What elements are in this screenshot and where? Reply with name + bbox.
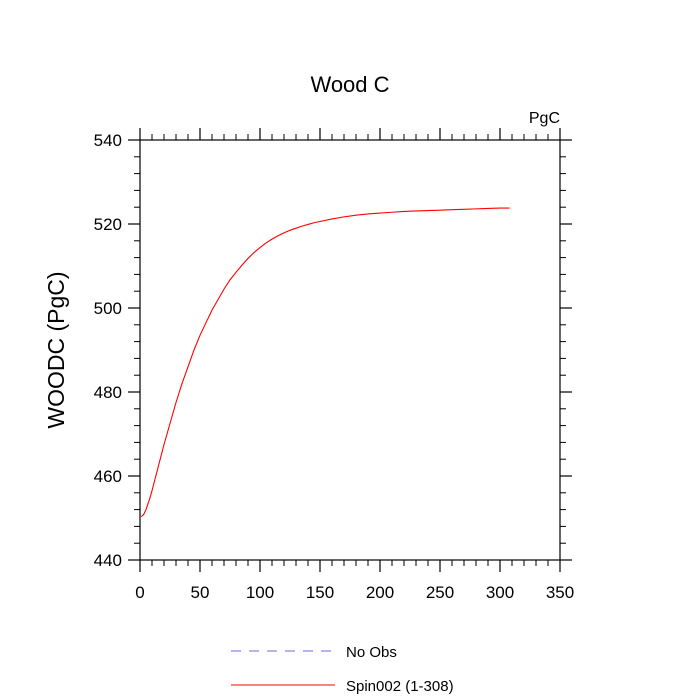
x-tick-label: 300 [486,583,514,602]
legend: No Obs Spin002 (1-308) [231,644,454,695]
x-tick-labels: 0 50 100 150 200 250 300 350 [135,583,574,602]
x-tick-label: 50 [191,583,210,602]
y-tick-label: 520 [94,215,122,234]
plot-frame [139,139,561,561]
y-tick-label: 480 [94,383,122,402]
x-tick-label: 350 [546,583,574,602]
x-tick-label: 0 [135,583,144,602]
x-tick-label: 100 [246,583,274,602]
series-line-1 [140,207,510,518]
y-tick-label: 460 [94,467,122,486]
x-tick-label: 250 [426,583,454,602]
y-tick-label: 540 [94,131,122,150]
y-tick-label: 440 [94,551,122,570]
units-label: PgC [529,110,560,127]
chart-title: Wood C [310,72,389,97]
legend-label: No Obs [346,644,397,661]
x-tick-label: 200 [366,583,394,602]
y-tick-labels: 440 460 480 500 520 540 [94,131,122,570]
tick-marks [128,128,572,572]
x-tick-label: 150 [306,583,334,602]
legend-label: Spin002 (1-308) [346,678,454,695]
series-layer [140,207,510,518]
y-axis-label: WOODC (PgC) [43,271,69,428]
y-tick-label: 500 [94,299,122,318]
